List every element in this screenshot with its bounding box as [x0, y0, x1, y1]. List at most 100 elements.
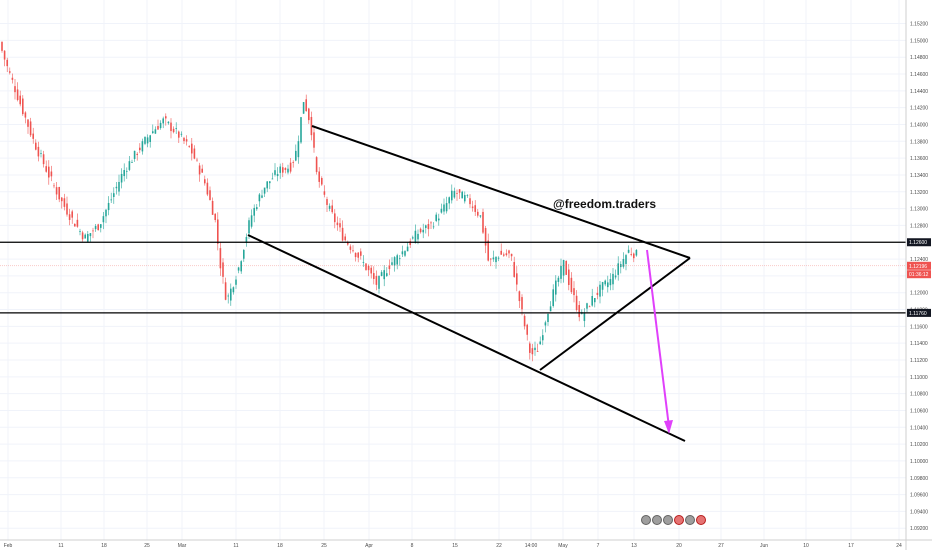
- candle-body: [76, 219, 79, 227]
- candle-body: [214, 213, 216, 221]
- candle-body: [562, 260, 565, 276]
- event-marker-icon[interactable]: [685, 515, 695, 525]
- candle-body: [32, 133, 34, 139]
- candle-body: [235, 279, 237, 285]
- candle-body: [92, 230, 94, 232]
- candle-body: [591, 295, 593, 306]
- candle-body: [89, 233, 92, 237]
- candle-body: [583, 312, 586, 322]
- candle-body: [139, 147, 141, 151]
- candle-body: [453, 190, 456, 198]
- candle-body: [417, 233, 419, 240]
- candle-body: [115, 186, 118, 189]
- candle-body: [549, 306, 552, 312]
- candle-body: [529, 343, 531, 353]
- candle-body: [256, 207, 258, 210]
- candle-body: [133, 150, 136, 159]
- price-tick-label: 1.13400: [910, 173, 928, 179]
- candle-body: [607, 282, 609, 288]
- candle-body: [518, 291, 521, 302]
- candle-body: [445, 203, 448, 212]
- level-price-tag-text: 1.11760: [909, 311, 927, 317]
- candle-body: [539, 341, 541, 345]
- candle-body: [438, 218, 440, 221]
- candle-body: [599, 284, 601, 297]
- candle-body: [367, 265, 370, 271]
- candle-body: [48, 166, 50, 178]
- candle-body: [253, 207, 255, 216]
- candle-body: [552, 289, 554, 307]
- time-axis[interactable]: Feb 11 18 25 Mar 11 18 25 Apr 8 15 22 14:00 May 7 13 20 2…: [0, 539, 932, 549]
- price-tick-label: 1.14600: [910, 72, 928, 78]
- time-tick-label: 14:00: [525, 543, 538, 549]
- price-axis[interactable]: 1.15200 1.15000 1.14800 1.14600 1.14400 1.142…: [905, 0, 932, 550]
- candle-body: [365, 263, 367, 270]
- candle-body: [409, 241, 411, 245]
- candle-body: [482, 211, 484, 233]
- event-marker-icon[interactable]: [696, 515, 706, 525]
- candle-body: [391, 262, 393, 265]
- candle-body: [422, 229, 424, 233]
- candle-body: [188, 145, 190, 147]
- candle-body: [575, 295, 578, 311]
- time-tick-label: Mar: [178, 543, 187, 549]
- candlestick-series: [1, 41, 638, 362]
- candle-body: [630, 254, 632, 255]
- candle-body: [310, 116, 313, 136]
- candle-body: [458, 189, 461, 193]
- candle-body: [594, 298, 596, 303]
- candle-body: [373, 273, 375, 279]
- trendline-drawings: [247, 125, 691, 442]
- candle-body: [35, 142, 37, 150]
- candle-body: [29, 121, 32, 136]
- event-marker-icon[interactable]: [652, 515, 662, 525]
- candle-body: [534, 347, 536, 351]
- price-tick-label: 1.11000: [910, 375, 928, 381]
- candle-body: [622, 259, 625, 267]
- price-tick-label: 1.12400: [910, 257, 928, 263]
- time-tick-label: 7: [597, 543, 600, 549]
- candle-body: [84, 234, 86, 239]
- candle-body: [198, 165, 201, 175]
- candle-body: [352, 250, 354, 252]
- candle-body: [191, 143, 193, 154]
- projection-arrow-line: [646, 249, 670, 428]
- economic-events[interactable]: [641, 515, 706, 525]
- candle-body: [282, 167, 284, 173]
- current-price-tag-text: 1.12196: [909, 264, 927, 270]
- candle-body: [471, 206, 474, 208]
- candle-body: [196, 159, 198, 161]
- candle-body: [110, 199, 112, 201]
- price-tick-label: 1.14200: [910, 106, 928, 112]
- rising-support-trendline: [539, 257, 691, 371]
- event-marker-icon[interactable]: [641, 515, 651, 525]
- candle-body: [521, 297, 523, 310]
- price-tick-label: 1.10200: [910, 442, 928, 448]
- candle-body: [419, 228, 422, 233]
- candle-body: [586, 303, 588, 309]
- candle-body: [456, 193, 458, 194]
- candle-body: [79, 231, 81, 232]
- candle-body: [544, 322, 547, 326]
- event-marker-icon[interactable]: [663, 515, 673, 525]
- candle-body: [113, 193, 115, 198]
- time-tick-label: 10: [803, 543, 809, 549]
- time-tick-label: Feb: [4, 543, 13, 549]
- candle-body: [508, 250, 510, 254]
- candle-body: [430, 222, 432, 224]
- event-marker-icon[interactable]: [674, 515, 684, 525]
- price-tick-label: 1.11200: [910, 358, 928, 364]
- candle-body: [560, 265, 562, 279]
- candle-body: [578, 305, 580, 318]
- candle-body: [297, 141, 300, 158]
- candle-body: [393, 257, 396, 266]
- candle-body: [230, 288, 232, 301]
- candle-body: [617, 263, 619, 275]
- candle-body: [144, 136, 146, 144]
- candle-body: [612, 273, 614, 285]
- candle-body: [154, 129, 157, 134]
- candle-body: [406, 246, 409, 252]
- price-tick-label: 1.10400: [910, 425, 928, 431]
- time-tick-label: 11: [58, 543, 63, 549]
